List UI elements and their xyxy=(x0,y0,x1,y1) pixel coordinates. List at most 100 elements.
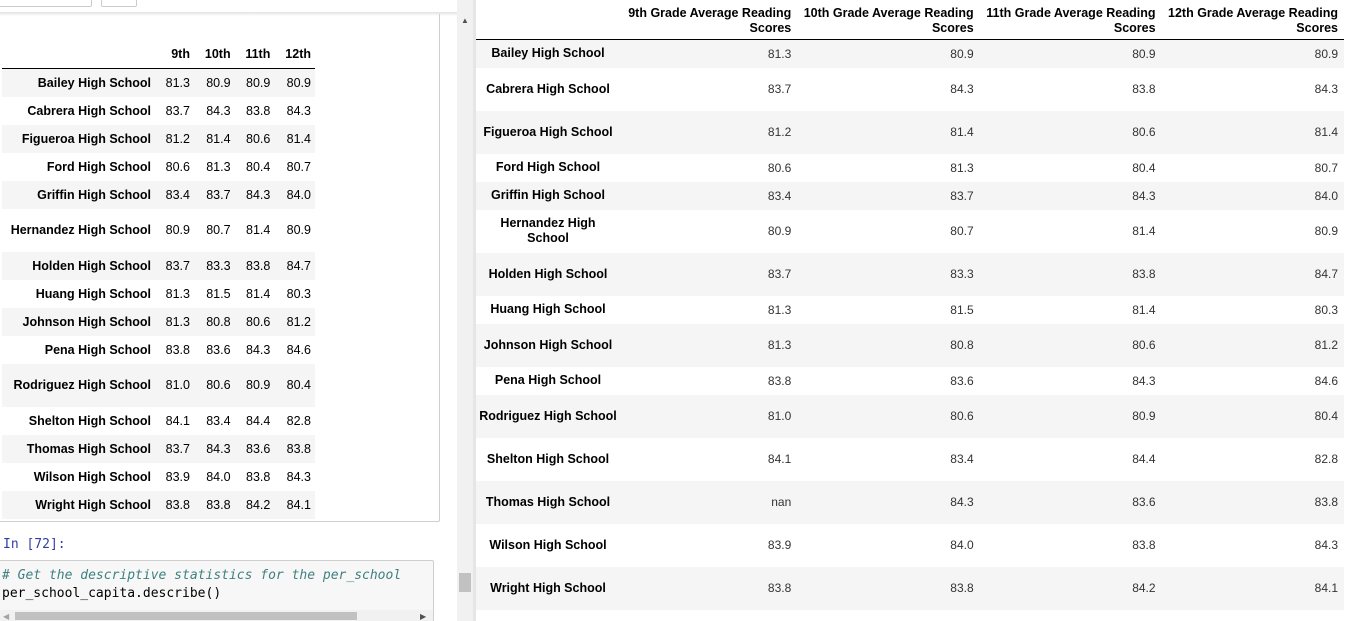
table-cell: 81.4 xyxy=(206,131,231,146)
column-header: 11th Grade Average Reading Scores xyxy=(979,0,1162,40)
table-cell: 80.6 xyxy=(246,314,271,329)
row-label: Johnson High School xyxy=(483,337,613,352)
table-row: Figueroa High School 81.2 81.4 80.6 81.4 xyxy=(476,110,1344,154)
table-cell: nan xyxy=(771,495,792,509)
table-cell: 80.9 xyxy=(206,75,231,90)
table-cell: 83.8 xyxy=(1132,82,1156,96)
table-cell: 83.8 xyxy=(165,342,190,357)
table-row: Johnson High School 81.3 80.8 80.6 81.2 xyxy=(476,323,1344,367)
row-label: Griffin High School xyxy=(491,188,605,202)
table-cell: 84.3 xyxy=(950,82,974,96)
table-cell: 84.1 xyxy=(1314,581,1338,595)
table-cell: 84.3 xyxy=(286,469,311,484)
table-cell: 81.2 xyxy=(165,131,190,146)
table-cell: 80.7 xyxy=(206,223,231,237)
table-row: Shelton High School 84.1 83.4 84.4 82.8 xyxy=(2,407,315,435)
table-row: Figueroa High School 81.2 81.4 80.6 81.4 xyxy=(2,124,315,153)
table-cell: 82.8 xyxy=(1314,452,1338,466)
table-cell: 81.2 xyxy=(286,314,311,329)
table-cell: 80.9 xyxy=(1132,409,1156,423)
table-cell: 84.3 xyxy=(246,342,271,357)
table-header-row: 9th Grade Average Reading Scores 10th Gr… xyxy=(476,0,1344,40)
table-cell: 80.3 xyxy=(1314,302,1338,317)
table-cell: 81.4 xyxy=(1314,125,1338,139)
table-cell: 83.4 xyxy=(165,187,190,202)
table-cell: 80.6 xyxy=(767,160,792,175)
table-cell: 80.4 xyxy=(1314,409,1338,423)
row-label: Wilson High School xyxy=(489,537,607,552)
table-cell: 84.6 xyxy=(286,342,311,357)
code-comment[interactable]: # Get the descriptive statistics for the… xyxy=(2,568,402,583)
table-row: Wilson High School 83.9 84.0 83.8 84.3 xyxy=(476,524,1344,567)
table-cell: 80.9 xyxy=(286,223,311,237)
row-label: Pena High School xyxy=(494,373,602,387)
vertical-scrollbar[interactable]: ▲ xyxy=(457,0,473,621)
table-cell: 81.3 xyxy=(206,159,231,174)
table-cell: 80.9 xyxy=(950,46,974,61)
input-prompt: In [72]: xyxy=(3,537,66,552)
row-label: Rodriguez High School xyxy=(13,378,152,392)
cell-output-area: 9th 10th 11th 12th Bailey High School 81.… xyxy=(0,14,440,522)
table-cell: 81.5 xyxy=(950,302,974,317)
table-cell: 84.4 xyxy=(246,413,271,428)
table-cell: 84.0 xyxy=(206,469,231,484)
row-label: Wright High School xyxy=(490,580,606,595)
table-row: Huang High School 81.3 81.5 81.4 80.3 xyxy=(476,296,1344,324)
row-label: Shelton High School xyxy=(28,413,151,428)
table-cell: 83.3 xyxy=(950,267,974,281)
code-statement[interactable]: per_school_capita.describe() xyxy=(2,586,222,601)
table-cell: 83.8 xyxy=(206,497,231,512)
horizontal-scrollbar[interactable]: ◀ ▶ xyxy=(0,610,433,621)
table-cell: 83.8 xyxy=(1132,538,1156,552)
table-cell: 83.7 xyxy=(767,82,792,96)
column-header: 9th Grade Average Reading Scores xyxy=(620,0,798,40)
row-label: Huang High School xyxy=(490,302,606,316)
table-row: Ford High School 80.6 81.3 80.4 80.7 xyxy=(476,154,1344,182)
table-cell: 81.3 xyxy=(165,286,190,301)
table-cell: 84.3 xyxy=(286,103,311,118)
table-cell: 83.7 xyxy=(206,187,231,202)
toolbar-shadow xyxy=(0,12,457,16)
table-row: Huang High School 81.3 81.5 81.4 80.3 xyxy=(2,280,315,308)
table-body: Bailey High School 81.3 80.9 80.9 80.9 Cabrer… xyxy=(476,39,1344,610)
table-cell: 80.3 xyxy=(286,286,311,301)
vertical-scroll-thumb[interactable] xyxy=(459,573,471,592)
column-header: 10th Grade Average Reading Scores xyxy=(797,0,980,40)
table-row: Shelton High School 84.1 83.4 84.4 82.8 xyxy=(476,438,1344,481)
horizontal-scroll-thumb[interactable] xyxy=(15,612,357,620)
row-label: Shelton High School xyxy=(486,451,610,466)
notebook-pane: 9th 10th 11th 12th Bailey High School 81.… xyxy=(0,0,457,621)
scroll-right-arrow-icon[interactable]: ▶ xyxy=(420,612,427,621)
dataframe-pane: 9th Grade Average Reading Scores 10th Gr… xyxy=(476,0,1365,621)
row-label: Huang High School xyxy=(35,286,151,301)
table-row: Cabrera High School 83.7 84.3 83.8 84.3 xyxy=(2,97,315,125)
table-row: Holden High School 83.7 83.3 83.8 84.7 xyxy=(2,251,315,280)
table-cell: 84.4 xyxy=(1132,452,1156,466)
table-cell: 83.7 xyxy=(165,441,190,456)
table-cell: 80.9 xyxy=(1132,46,1156,61)
school-grade-table: 9th 10th 11th 12th Bailey High School 81.… xyxy=(2,40,315,519)
toolbar-button[interactable] xyxy=(101,0,137,7)
table-row: Wright High School 83.8 83.8 84.2 84.1 xyxy=(2,490,315,519)
scroll-left-arrow-icon[interactable]: ◀ xyxy=(3,612,10,621)
table-cell: 84.3 xyxy=(1314,82,1338,96)
scroll-up-arrow-icon[interactable]: ▲ xyxy=(461,16,469,25)
toolbar-input[interactable] xyxy=(0,0,92,7)
pane-divider[interactable] xyxy=(473,0,476,621)
table-cell: 84.1 xyxy=(286,497,311,512)
toolbar-strip xyxy=(0,0,457,14)
table-row: Rodriguez High School 81.0 80.6 80.9 80.4 xyxy=(476,394,1344,438)
table-cell: 83.8 xyxy=(246,469,271,484)
table-cell: 80.9 xyxy=(286,75,311,90)
table-row: Johnson High School 81.3 80.8 80.6 81.2 xyxy=(2,307,315,336)
table-row: Rodriguez High School 81.0 80.6 80.9 80.4 xyxy=(2,363,315,407)
table-cell: 83.9 xyxy=(165,469,190,484)
table-cell: 84.3 xyxy=(1132,373,1156,388)
table-cell: 84.1 xyxy=(767,452,792,466)
table-cell: 81.3 xyxy=(165,75,190,90)
table-cell: 84.7 xyxy=(1314,267,1338,281)
table-cell: 84.1 xyxy=(165,413,190,428)
table-cell: 83.7 xyxy=(165,103,190,118)
row-label: Rodriguez High School xyxy=(479,408,617,423)
column-header: 12th xyxy=(274,40,315,69)
